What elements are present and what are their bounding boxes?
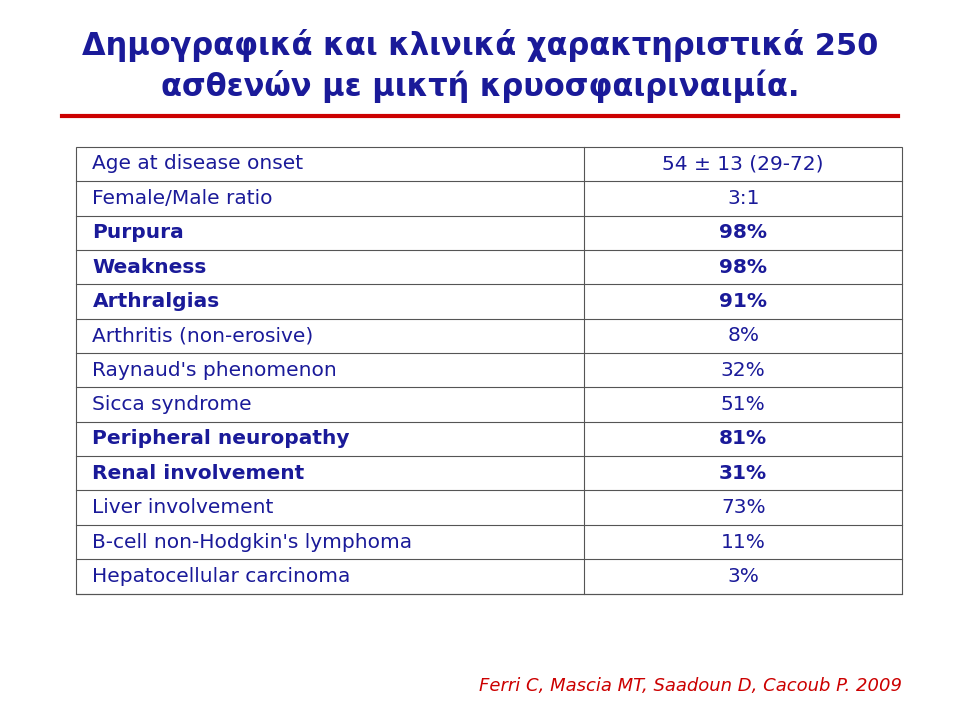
Text: 3:1: 3:1 — [727, 189, 759, 208]
Text: Liver involvement: Liver involvement — [92, 498, 274, 517]
Text: Female/Male ratio: Female/Male ratio — [92, 189, 273, 208]
Text: Renal involvement: Renal involvement — [92, 464, 304, 483]
Text: 73%: 73% — [721, 498, 765, 517]
Text: 98%: 98% — [719, 223, 767, 242]
Text: Purpura: Purpura — [92, 223, 184, 242]
Text: Hepatocellular carcinoma: Hepatocellular carcinoma — [92, 567, 350, 586]
Text: 81%: 81% — [719, 430, 767, 448]
Text: 91%: 91% — [719, 292, 767, 311]
Text: 32%: 32% — [721, 361, 765, 379]
Text: Peripheral neuropathy: Peripheral neuropathy — [92, 430, 350, 448]
Text: 54 ± 13 (29-72): 54 ± 13 (29-72) — [662, 155, 824, 173]
Text: 51%: 51% — [721, 395, 765, 414]
Text: Ferri C, Mascia MT, Saadoun D, Cacoub P. 2009: Ferri C, Mascia MT, Saadoun D, Cacoub P.… — [479, 677, 902, 695]
Text: Weakness: Weakness — [92, 258, 206, 276]
Text: Sicca syndrome: Sicca syndrome — [92, 395, 252, 414]
Text: Δημογραφικά και κλινικά χαρακτηριστικά 250
ασθενών με μικτή κρυοσφαιριναιμία.: Δημογραφικά και κλινικά χαρακτηριστικά 2… — [82, 29, 878, 103]
Text: 3%: 3% — [728, 567, 759, 586]
Text: B-cell non-Hodgkin's lymphoma: B-cell non-Hodgkin's lymphoma — [92, 533, 413, 551]
Text: 8%: 8% — [728, 326, 759, 345]
Text: Arthritis (non-erosive): Arthritis (non-erosive) — [92, 326, 314, 345]
Text: 98%: 98% — [719, 258, 767, 276]
Text: Arthralgias: Arthralgias — [92, 292, 220, 311]
Text: 11%: 11% — [721, 533, 766, 551]
Bar — [76, 147, 902, 594]
Text: 31%: 31% — [719, 464, 767, 483]
Text: Age at disease onset: Age at disease onset — [92, 155, 303, 173]
Text: Raynaud's phenomenon: Raynaud's phenomenon — [92, 361, 337, 379]
